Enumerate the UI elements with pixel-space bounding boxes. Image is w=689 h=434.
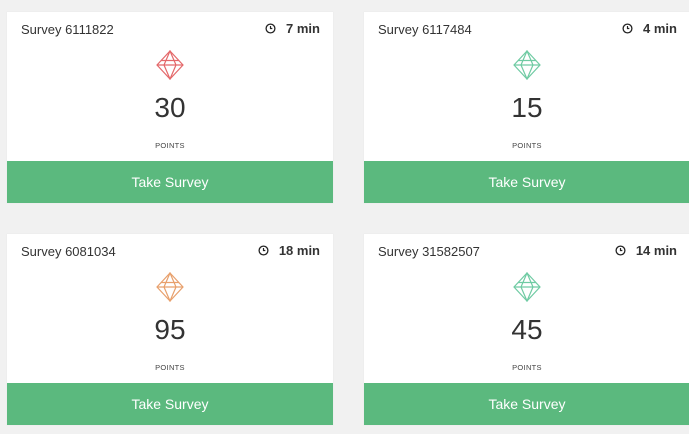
clock-icon (615, 245, 626, 256)
take-survey-button[interactable]: Take Survey (364, 383, 689, 425)
take-survey-button[interactable]: Take Survey (7, 383, 333, 425)
clock-icon (258, 245, 269, 256)
survey-duration: 18 min (258, 243, 320, 258)
survey-title: Survey 6081034 (21, 244, 116, 259)
survey-card: Survey 6117484 4 min 15 POINTS Take Surv… (364, 12, 689, 203)
survey-duration: 14 min (615, 243, 677, 258)
diamond-icon (156, 272, 184, 302)
points-value: 95 (154, 314, 186, 345)
clock-icon (622, 23, 633, 34)
take-survey-button[interactable]: Take Survey (364, 161, 689, 203)
survey-card: Survey 6081034 18 min 95 POINTS Take Sur… (7, 234, 333, 425)
points-label: POINTS (155, 363, 185, 372)
diamond-icon (513, 50, 541, 80)
diamond-icon (156, 50, 184, 80)
survey-duration: 4 min (622, 21, 677, 36)
take-survey-button[interactable]: Take Survey (7, 161, 333, 203)
points-label: POINTS (512, 363, 542, 372)
survey-title: Survey 6111822 (21, 22, 114, 37)
points-label: POINTS (155, 141, 185, 150)
points-value: 30 (154, 92, 186, 123)
points-label: POINTS (512, 141, 542, 150)
survey-title: Survey 6117484 (378, 22, 472, 37)
duration-text: 4 min (643, 21, 677, 36)
points-value: 45 (511, 314, 543, 345)
points-value: 15 (511, 92, 543, 123)
survey-duration: 7 min (265, 21, 320, 36)
duration-text: 18 min (278, 243, 320, 258)
diamond-icon (513, 272, 541, 302)
survey-card: Survey 6111822 7 min 30 POINTS Take Surv… (7, 12, 333, 203)
survey-title: Survey 31582507 (378, 244, 480, 259)
survey-card: Survey 31582507 14 min 45 POINTS Take Su… (364, 234, 689, 425)
clock-icon (265, 23, 276, 34)
duration-text: 7 min (286, 21, 320, 36)
duration-text: 14 min (635, 243, 677, 258)
